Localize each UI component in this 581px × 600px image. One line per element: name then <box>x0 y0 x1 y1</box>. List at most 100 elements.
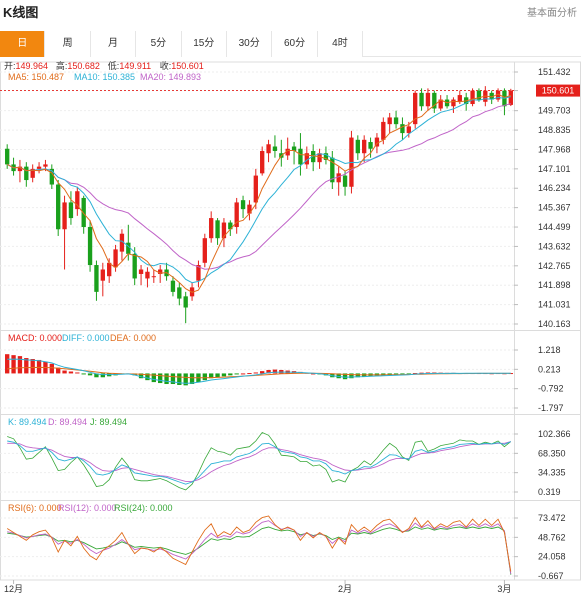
candle-body <box>476 90 482 100</box>
candle-body <box>126 242 131 254</box>
candle-body <box>495 90 501 100</box>
candle-body <box>368 142 373 149</box>
x-tick-label: 2月 <box>338 584 352 594</box>
kdj-tick-label: 68.350 <box>538 448 566 458</box>
kdj-k-label: K: 89.494 <box>8 417 47 427</box>
kdj-tick-label: 0.319 <box>538 487 561 497</box>
ohlc-low-label: 低:149.911 <box>108 60 151 71</box>
price-tick-label: 144.499 <box>538 222 571 232</box>
price-tick-label: 142.765 <box>538 261 571 271</box>
candle-body <box>62 202 67 230</box>
candle-body <box>355 139 360 154</box>
last-price-value: 150.601 <box>542 86 575 96</box>
tab-4[interactable]: 15分 <box>182 31 227 57</box>
macd-bar <box>94 373 99 378</box>
candle-body <box>145 271 150 279</box>
macd-bar <box>62 370 67 374</box>
candle-body <box>36 166 42 169</box>
macd-bar <box>419 372 424 374</box>
rsi6-label: RSI(6): 0.000 <box>8 503 62 513</box>
macd-bar <box>215 373 220 378</box>
candle-body <box>470 90 475 105</box>
page-title: K线图 <box>3 5 39 20</box>
candle-body <box>304 153 309 165</box>
macd-bar <box>183 373 188 386</box>
x-tick-label: 3月 <box>497 584 511 594</box>
candle-body <box>202 238 207 263</box>
tab-6[interactable]: 60分 <box>272 31 318 57</box>
rsi-tick-label: -0.667 <box>538 571 564 581</box>
macd-tick-label: -0.792 <box>538 384 564 394</box>
candle-body <box>311 150 316 163</box>
price-tick-label: 147.101 <box>538 164 571 174</box>
kdj-j-label: J: 89.494 <box>90 417 127 427</box>
kdj-j-line <box>7 432 512 491</box>
price-tick-label: 146.234 <box>538 183 571 193</box>
price-tick-label: 141.031 <box>538 300 571 310</box>
macd-bar <box>81 373 86 375</box>
tab-2[interactable]: 月 <box>91 31 137 57</box>
candle-body <box>43 164 48 167</box>
last-price-tag <box>536 84 580 97</box>
macd-bar <box>260 371 265 374</box>
candle-body <box>132 253 137 279</box>
tab-3[interactable]: 5分 <box>136 31 182 57</box>
macd-bar <box>158 373 163 384</box>
macd-bar <box>151 373 156 383</box>
macd-bar <box>209 373 214 379</box>
price-tick-label: 149.703 <box>538 106 571 116</box>
rsi-tick-label: 73.472 <box>538 513 566 523</box>
candle-body <box>342 175 348 187</box>
ma20-label: MA20: 149.893 <box>140 72 201 82</box>
macd-bar <box>164 373 169 385</box>
macd-bar <box>355 373 360 378</box>
tab-5[interactable]: 30分 <box>227 31 273 57</box>
header: K线图 基本面分析 <box>0 0 581 26</box>
candle-body <box>151 276 156 278</box>
dea-label: DEA: 0.000 <box>110 333 156 343</box>
macd-bar <box>177 373 182 385</box>
rsi12-label: RSI(12): 0.000 <box>58 503 117 513</box>
candle-body <box>489 92 494 100</box>
price-tick-label: 143.632 <box>538 241 571 251</box>
candle-body <box>170 280 176 292</box>
macd-bar <box>342 373 348 380</box>
ohlc-close-label: 收:150.601 <box>160 60 204 71</box>
macd-bar <box>202 373 207 381</box>
candle-body <box>298 148 303 165</box>
ma5-line <box>6 93 511 293</box>
macd-bar <box>387 373 392 375</box>
candle-body <box>107 262 112 277</box>
macd-bar <box>189 373 195 385</box>
diff-label: DIFF: 0.000 <box>62 333 110 343</box>
price-tick-label: 147.968 <box>538 144 571 154</box>
kline-chart: 151.432 150.601 149.703 148.835 147.968 147.1… <box>0 60 581 594</box>
tab-1[interactable]: 周 <box>45 31 91 57</box>
macd-bar <box>228 373 233 376</box>
candle-body <box>374 137 380 147</box>
price-tick-label: 148.835 <box>538 125 571 135</box>
candle-body <box>425 92 431 107</box>
tab-7[interactable]: 4时 <box>318 31 364 57</box>
macd-bar <box>170 373 176 385</box>
candle-body <box>266 144 271 154</box>
candle-body <box>336 173 341 183</box>
macd-bar <box>17 356 23 374</box>
kdj-k-line <box>7 440 511 485</box>
rsi24-line <box>7 526 512 575</box>
candle-body <box>56 184 61 230</box>
candle-body <box>87 227 93 266</box>
ma5-label: MA5: 150.487 <box>8 72 64 82</box>
candle-body <box>81 197 86 228</box>
macd-bar <box>87 373 93 376</box>
macd-bar <box>75 372 80 374</box>
candle-body <box>406 126 411 134</box>
candle-body <box>100 269 105 281</box>
candle-body <box>387 117 392 125</box>
tab-0[interactable]: 日 <box>0 31 46 57</box>
candle-body <box>49 168 54 185</box>
candle-body <box>158 269 163 274</box>
candle-body <box>94 265 99 292</box>
candle-body <box>317 153 322 163</box>
fundamental-analysis-link[interactable]: 基本面分析 <box>527 8 577 19</box>
